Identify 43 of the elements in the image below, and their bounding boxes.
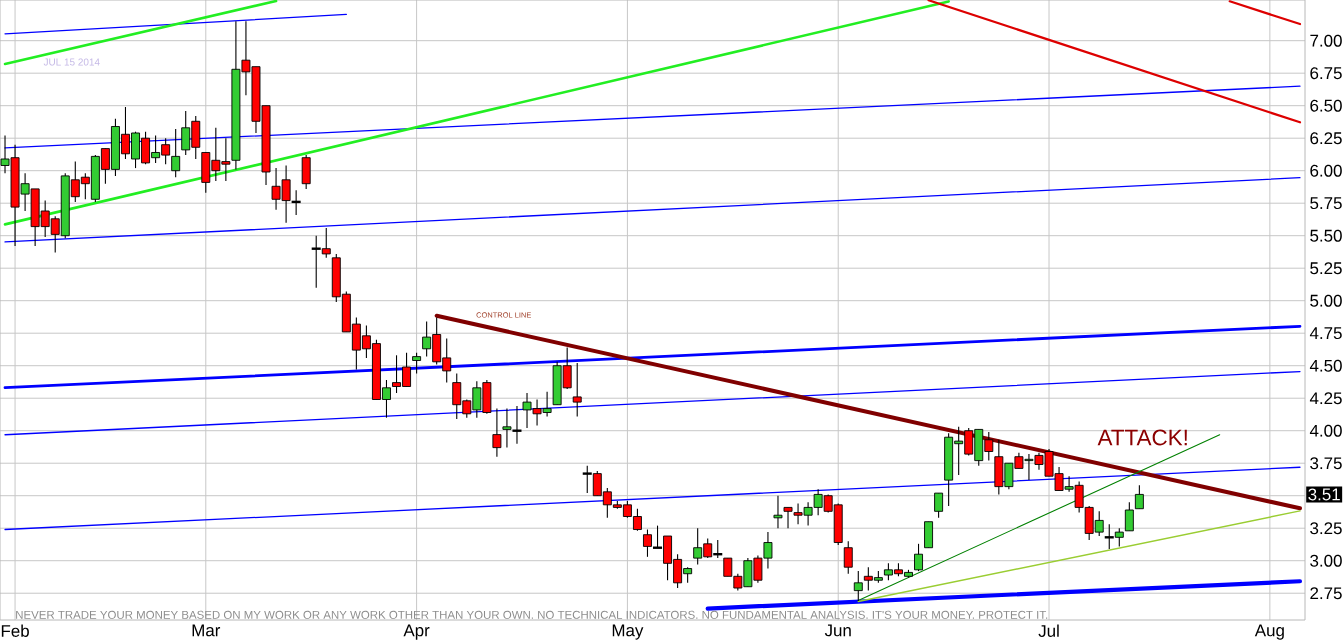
- y-tick-label: 6.75: [1310, 67, 1342, 80]
- candlestick: [643, 528, 652, 558]
- x-tick-label: Jun: [824, 624, 851, 637]
- x-tick-label: Mar: [192, 624, 221, 637]
- y-tick-label: 7.00: [1310, 34, 1342, 47]
- annotation: NEVER TRADE YOUR MONEY BASED ON MY WORK OR ANY WORK OTHER THAN YOUR OWN. NO TECHNICAL INDICATORS. NO FUNDAMENTAL ANALYSIS. IT'S YOUR MONEY. PROTECT IT.: [16, 610, 1048, 619]
- candlestick: [1134, 484, 1144, 510]
- candlestick: [914, 543, 923, 572]
- candlestick: [492, 408, 502, 458]
- annotation: ATTACK!: [1097, 429, 1187, 446]
- candlestick: [843, 540, 853, 575]
- y-tick-label: 5.75: [1310, 197, 1342, 210]
- y-tick-label: 4.50: [1309, 359, 1342, 372]
- candlestick: [511, 405, 523, 445]
- y-tick-label: 4.25: [1309, 392, 1342, 405]
- text: JUL 15 2014: [43, 58, 100, 66]
- candlestick: [773, 495, 783, 529]
- candlestick: [412, 352, 422, 375]
- y-tick-label: 5.50: [1310, 229, 1342, 242]
- candlestick: [171, 128, 181, 178]
- y-tick-label: 6.50: [1310, 99, 1342, 112]
- x-tick-label: Aug: [1254, 624, 1284, 640]
- annotation: 3.51: [1308, 488, 1340, 501]
- x-tick-label: Apr: [403, 624, 430, 640]
- y-tick-label: 6.00: [1310, 164, 1342, 177]
- x-tick-label: Jul: [1038, 624, 1059, 637]
- y-tick-label: 4.00: [1309, 424, 1342, 437]
- y-tick-label: 5.25: [1310, 262, 1342, 275]
- candlestick: [853, 570, 863, 602]
- y-tick-label: 2.75: [1310, 587, 1342, 600]
- y-tick-label: 6.25: [1310, 132, 1342, 145]
- y-tick-label: 5.00: [1310, 294, 1342, 307]
- candlestick: [934, 492, 944, 519]
- y-tick-label: 3.75: [1310, 457, 1342, 470]
- candlestick: [502, 408, 512, 449]
- y-tick-label: 4.75: [1309, 327, 1342, 340]
- y-tick-label: 3.00: [1310, 554, 1342, 567]
- candlestick: [572, 362, 582, 417]
- y-tick-label: 3.25: [1310, 522, 1342, 535]
- candlestick: [783, 506, 793, 529]
- x-tick-label: May: [612, 624, 644, 640]
- candlestick: [1124, 501, 1134, 532]
- x-tick-label: Feb: [1, 624, 29, 637]
